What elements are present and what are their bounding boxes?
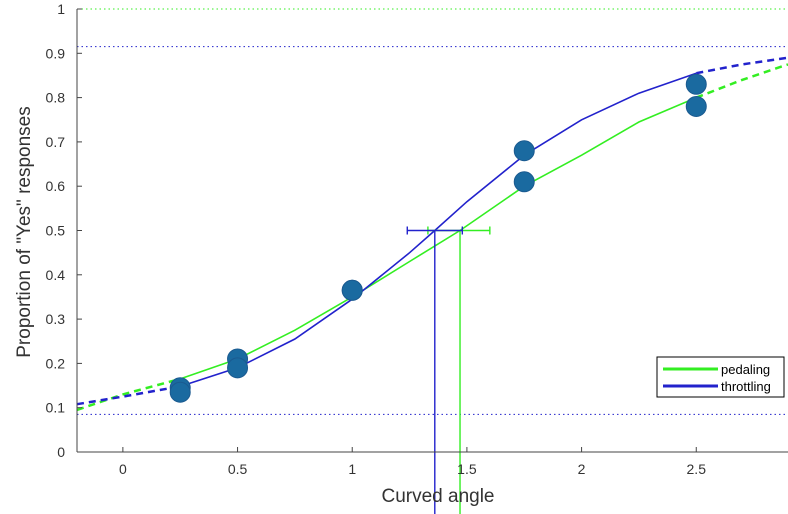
y-tick-label: 0.4 (46, 267, 66, 283)
curve-pedaling-extrapolated-left (76, 377, 181, 412)
legend-label-throttling: throttling (721, 379, 771, 394)
y-tick-label: 0.8 (46, 90, 66, 106)
curve-pedaling-extrapolated-right (695, 63, 788, 99)
threshold-markers (406, 226, 491, 514)
y-tick-label: 0.1 (46, 400, 66, 416)
legend-label-pedaling: pedaling (721, 362, 770, 377)
y-tick-label: 0.9 (46, 45, 66, 61)
y-tick-label: 0 (57, 444, 65, 460)
curve-throttling-extrapolated-right (696, 56, 788, 75)
reference-lines (77, 8, 788, 415)
data-points (169, 73, 707, 403)
x-tick-label: 2.5 (687, 461, 707, 477)
y-tick-label: 0.3 (46, 311, 66, 327)
data-point-pedaling (513, 171, 535, 193)
y-axis-label: Proportion of "Yes" responses (14, 106, 35, 358)
x-tick-label: 1 (348, 461, 356, 477)
curve-pedaling (179, 96, 697, 380)
data-point-throttling (169, 381, 191, 403)
legend-box (656, 356, 785, 398)
data-point-throttling (227, 357, 249, 379)
curve-throttling-extrapolated-left (76, 385, 181, 406)
x-tick-label: 1.5 (457, 461, 477, 477)
x-axis-label: Curved angle (381, 486, 494, 507)
axes: Curved angle Proportion of "Yes" respons… (14, 1, 788, 507)
x-tick-label: 2 (578, 461, 586, 477)
data-point-throttling (341, 279, 363, 301)
legend: pedaling throttling (656, 356, 785, 398)
x-tick-label: 0.5 (228, 461, 248, 477)
y-tick-label: 0.2 (46, 355, 66, 371)
data-point-throttling (685, 73, 707, 95)
y-tick-label: 0.7 (46, 134, 66, 150)
y-tick-label: 1 (57, 1, 65, 17)
data-point-pedaling (685, 95, 707, 117)
y-tick-label: 0.6 (46, 178, 66, 194)
x-tick-label: 0 (119, 461, 127, 477)
data-point-throttling (513, 140, 535, 162)
y-tick-label: 0.5 (46, 223, 66, 239)
